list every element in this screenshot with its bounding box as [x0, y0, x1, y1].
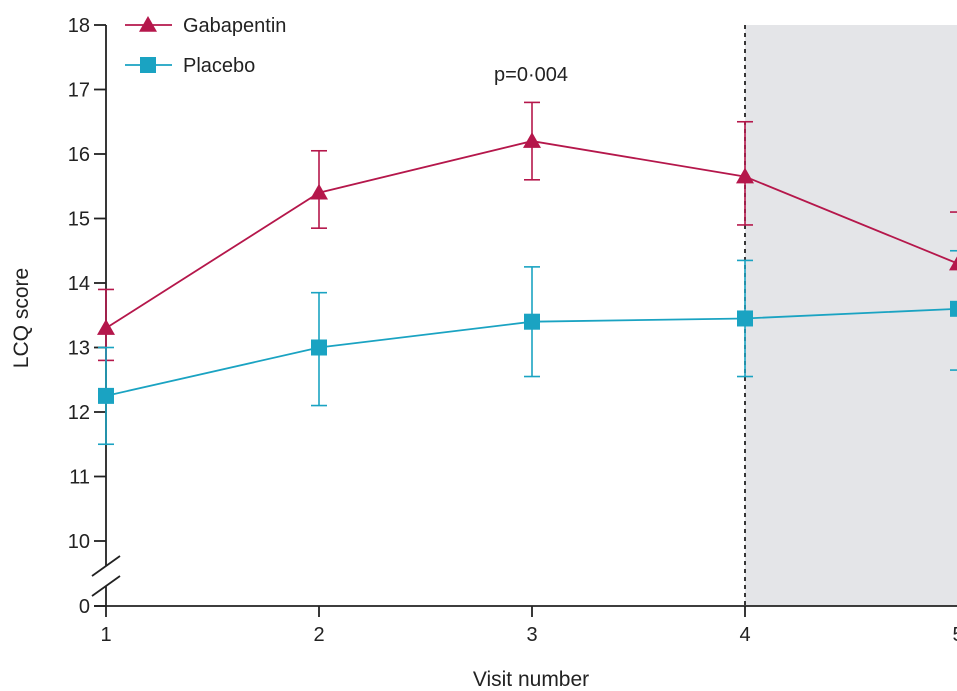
legend-label-placebo: Placebo: [183, 55, 255, 77]
placebo-point-2: [311, 339, 327, 356]
y-tick-label-18: 18: [68, 15, 90, 37]
background-layer: [745, 25, 957, 606]
legend-item-placebo: Placebo: [125, 55, 255, 77]
x-tick-label-5: 5: [952, 624, 957, 646]
legend-marker-gabapentin: [139, 16, 157, 32]
x-tick-label-3: 3: [526, 624, 537, 646]
placebo-point-5: [950, 300, 957, 317]
gabapentin-point-4: [736, 167, 754, 184]
placebo-point-1: [98, 387, 114, 404]
y-tick-label-11: 11: [69, 467, 90, 489]
y-tick-label-14: 14: [68, 273, 90, 295]
gabapentin-point-3: [523, 132, 541, 148]
y-axis-title: LCQ score: [10, 268, 33, 368]
y-tick-label-16: 16: [68, 144, 90, 166]
gabapentin-point-5: [949, 256, 957, 271]
series-gabapentin: [97, 101, 957, 362]
x-tick-label-4: 4: [739, 624, 750, 646]
p-value-annotation: p=0·004: [494, 64, 568, 86]
axis-break-mark-upper: [91, 555, 121, 577]
x-tick-label-2: 2: [313, 624, 324, 646]
y-tick-label-13: 13: [68, 338, 90, 360]
legend: Gabapentin Placebo: [125, 15, 286, 77]
text-layer: LCQ score Visit number p=0·004: [10, 64, 589, 691]
gabapentin-point-2: [310, 183, 328, 200]
y-tick-label-15: 15: [68, 209, 90, 231]
y-tick-label-12: 12: [68, 402, 90, 424]
y-tick-label-10: 10: [68, 531, 90, 553]
y-tick-label-17: 17: [68, 80, 90, 102]
axis-break-mark-lower: [91, 575, 121, 597]
shaded-region: [745, 25, 957, 606]
legend-item-gabapentin: Gabapentin: [125, 15, 286, 37]
legend-marker-placebo: [140, 57, 156, 73]
axes-layer: 010111213141516171812345: [68, 15, 957, 646]
y-tick-label-0: 0: [79, 596, 90, 618]
legend-label-gabapentin: Gabapentin: [183, 15, 286, 37]
x-axis-title: Visit number: [473, 668, 589, 691]
series-placebo: [98, 249, 957, 446]
series-layer: [97, 101, 957, 446]
gabapentin-point-1: [97, 319, 115, 335]
placebo-point-4: [737, 310, 753, 327]
x-tick-label-1: 1: [100, 624, 111, 646]
placebo-point-3: [524, 313, 540, 330]
